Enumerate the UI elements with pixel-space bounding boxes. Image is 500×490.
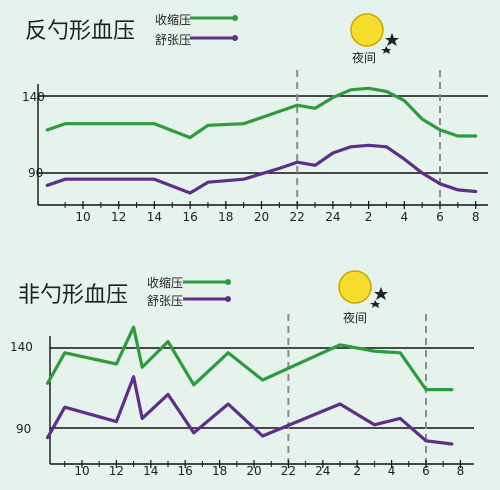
x-tick-label: 6 <box>422 464 430 478</box>
x-tick-label: 12 <box>111 210 126 224</box>
x-tick-label: 2 <box>353 464 361 478</box>
x-tick-label: 22 <box>281 464 296 478</box>
x-tick-label: 16 <box>182 210 197 224</box>
y-tick-label: 90 <box>16 422 31 436</box>
y-tick-label: 90 <box>28 166 43 180</box>
x-tick-label: 10 <box>74 464 89 478</box>
x-tick-label: 18 <box>218 210 233 224</box>
moon-icon <box>350 13 384 47</box>
x-tick-label: 8 <box>472 210 480 224</box>
diastolic-line <box>45 375 454 446</box>
systolic-line <box>45 325 454 392</box>
x-tick-label: 2 <box>365 210 373 224</box>
systolic-line <box>45 86 478 140</box>
x-tick-label: 4 <box>388 464 396 478</box>
x-tick-label: 16 <box>178 464 193 478</box>
moon-icon <box>338 270 372 304</box>
legend-label-diastolic: 舒张压 <box>155 33 191 47</box>
x-tick-label: 24 <box>325 210 340 224</box>
x-tick-label: 14 <box>143 464 158 478</box>
star-icon <box>385 33 399 46</box>
y-tick-label: 140 <box>22 90 45 104</box>
x-tick-label: 6 <box>436 210 444 224</box>
x-tick-label: 18 <box>212 464 227 478</box>
legend-label-systolic: 收缩压 <box>147 275 183 290</box>
x-tick-label: 20 <box>254 210 269 224</box>
star-icon <box>381 46 391 54</box>
x-tick-label: 12 <box>109 464 124 478</box>
x-tick-label: 20 <box>246 464 261 478</box>
night-label: 夜间 <box>352 50 376 65</box>
star-icon <box>374 287 388 300</box>
legend-label-systolic: 收缩压 <box>155 12 191 27</box>
night-label: 夜间 <box>343 310 367 325</box>
y-tick-label: 140 <box>10 340 33 354</box>
legend-marker-systolic <box>232 15 238 21</box>
x-tick-label: 24 <box>315 464 330 478</box>
star-icon <box>370 300 380 308</box>
chart-title: 反勺形血压 <box>25 19 135 44</box>
legend-marker-diastolic <box>232 35 238 41</box>
legend-marker-diastolic <box>225 296 231 302</box>
x-tick-label: 4 <box>400 210 408 224</box>
chart-title: 非勺形血压 <box>18 283 128 308</box>
x-tick-label: 22 <box>290 210 305 224</box>
x-tick-label: 14 <box>147 210 162 224</box>
legend-marker-systolic <box>225 279 231 285</box>
diastolic-line <box>45 143 478 195</box>
x-tick-label: 10 <box>75 210 90 224</box>
x-tick-label: 8 <box>457 464 465 478</box>
legend-label-diastolic: 舒张压 <box>147 294 183 308</box>
